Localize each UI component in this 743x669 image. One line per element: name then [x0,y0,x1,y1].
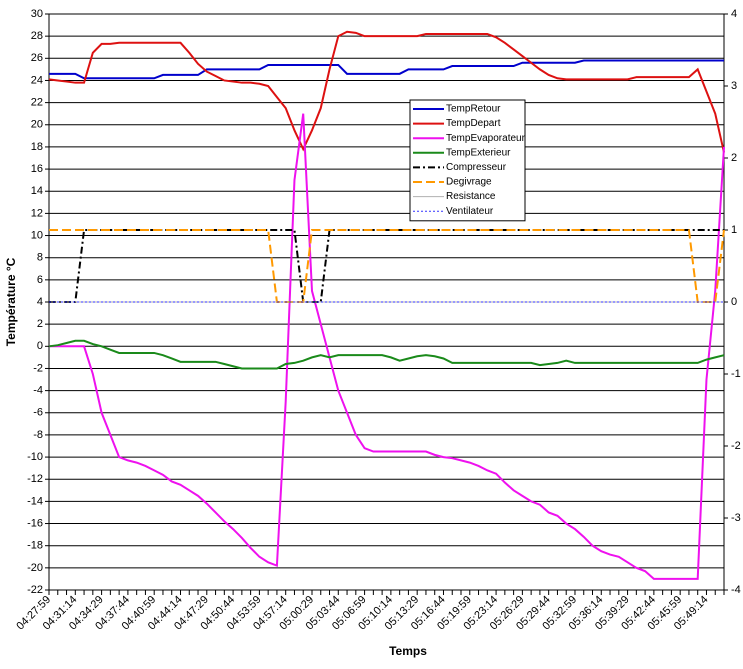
legend-label: Compresseur [446,162,507,173]
y-tick-label: 18 [31,141,43,153]
y2-tick-label: 0 [731,296,737,308]
legend-label: TempDepart [446,118,501,129]
legend-label: TempEvaporateur [446,133,526,144]
y-tick-label: 30 [31,8,43,20]
y-tick-label: 4 [37,296,43,308]
y-tick-label: -20 [27,562,43,574]
legend-label: TempExterieur [446,147,511,158]
y-tick-label: 28 [31,30,43,42]
y-tick-label: -18 [27,540,43,552]
y-tick-label: -2 [33,362,43,374]
y-tick-label: -10 [27,451,43,463]
y-tick-label: 8 [37,252,43,264]
series-line [49,59,724,80]
y-tick-label: 2 [37,318,43,330]
y-tick-label: 14 [31,185,43,197]
y-axis-title: Température °C [4,257,18,346]
y2-tick-label: 1 [731,224,737,236]
series-line [48,339,725,370]
y-tick-label: -6 [33,407,43,419]
y-tick-label: -22 [27,584,43,596]
y-tick-label: -16 [27,517,43,529]
y-tick-label: 22 [31,97,43,109]
y-tick-label: 24 [31,74,43,86]
y2-tick-label: -4 [731,584,741,596]
y2-tick-label: 4 [731,8,737,20]
y-tick-label: 12 [31,207,43,219]
legend-box [409,99,526,222]
y-tick-label: 26 [31,52,43,64]
y2-tick-label: 3 [731,80,737,92]
series-line [48,30,725,153]
y2-tick-label: -1 [731,368,741,380]
y2-tick-label: 2 [731,152,737,164]
y-tick-label: 0 [37,340,43,352]
y-tick-label: 20 [31,119,43,131]
legend-label: Degivrage [446,177,492,188]
y-tick-label: 6 [37,274,43,286]
y-tick-label: -4 [33,385,43,397]
x-axis-title: Temps [389,644,427,658]
y-tick-label: 16 [31,163,43,175]
y-tick-label: -14 [27,495,43,507]
y-tick-label: -8 [33,429,43,441]
y2-tick-label: -2 [731,440,741,452]
y2-tick-label: -3 [731,512,741,524]
y-tick-label: -12 [27,473,43,485]
legend-label: TempRetour [446,104,501,115]
legend-label: Resistance [446,191,496,202]
y-tick-label: 10 [31,229,43,241]
legend-label: Ventilateur [446,206,494,217]
series-line [49,229,725,303]
series-line [49,113,725,580]
